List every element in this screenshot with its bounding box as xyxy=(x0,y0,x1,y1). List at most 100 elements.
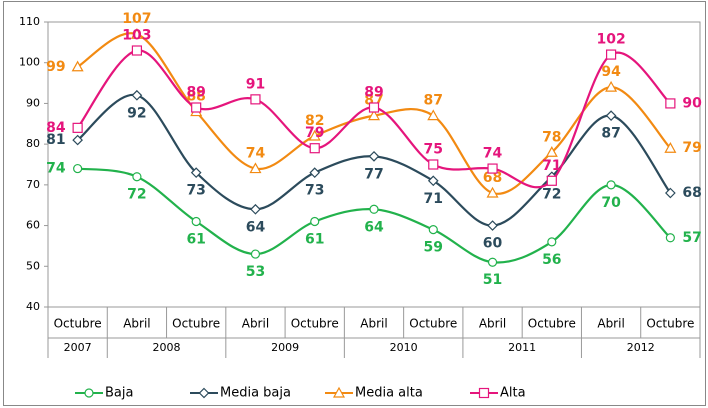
y-tick-label: 50 xyxy=(26,259,40,272)
data-label: 74 xyxy=(246,146,266,162)
data-label: 84 xyxy=(46,120,66,136)
data-label: 71 xyxy=(542,158,561,174)
x-group-label: 2008 xyxy=(153,341,181,354)
marker xyxy=(367,109,381,121)
data-label: 94 xyxy=(601,64,621,80)
marker xyxy=(545,146,558,157)
marker xyxy=(427,175,439,187)
marker xyxy=(190,167,202,178)
marker xyxy=(487,220,498,231)
data-label: 72 xyxy=(542,187,561,203)
data-label: 75 xyxy=(424,142,443,158)
data-label: 57 xyxy=(682,230,701,246)
data-label: 107 xyxy=(122,11,151,27)
marker xyxy=(72,122,83,133)
x-tick-label: Octubre xyxy=(172,317,220,331)
marker xyxy=(368,102,380,113)
data-label: 68 xyxy=(483,170,502,186)
y-tick-label: 110 xyxy=(19,15,40,28)
data-label: 82 xyxy=(305,113,324,129)
data-label: 59 xyxy=(424,240,443,256)
marker xyxy=(478,387,490,399)
x-tick-label: Abril xyxy=(242,317,269,331)
data-label: 79 xyxy=(305,125,324,141)
data-label: 79 xyxy=(682,140,701,156)
data-label: 87 xyxy=(601,126,620,142)
marker xyxy=(310,216,320,227)
x-tick-label: Octubre xyxy=(291,317,339,331)
data-label: 88 xyxy=(186,89,205,105)
marker xyxy=(332,386,346,398)
data-label: 77 xyxy=(364,166,383,182)
data-label: 70 xyxy=(601,195,621,211)
x-tick-label: Octubre xyxy=(409,317,457,331)
marker xyxy=(71,60,84,72)
data-label: 72 xyxy=(127,187,146,203)
data-label: 81 xyxy=(46,132,65,148)
marker xyxy=(487,163,498,174)
x-tick-label: Abril xyxy=(479,317,506,331)
x-group-label: 2012 xyxy=(627,341,655,354)
marker xyxy=(309,143,320,154)
y-tick-label: 40 xyxy=(26,300,40,313)
y-tick-label: 70 xyxy=(26,178,40,191)
chart-border xyxy=(3,1,706,406)
x-group-label: 2007 xyxy=(64,341,92,354)
x-tick-label: Abril xyxy=(123,317,150,331)
data-label: 89 xyxy=(186,85,205,101)
data-label: 73 xyxy=(186,183,205,199)
legend-label: Media baja xyxy=(220,386,291,401)
data-label: 53 xyxy=(246,264,265,280)
data-label: 73 xyxy=(305,183,324,199)
marker xyxy=(198,387,210,399)
x-group-label: 2009 xyxy=(271,341,299,354)
marker xyxy=(487,257,498,267)
marker xyxy=(130,27,143,39)
x-tick-label: Abril xyxy=(597,317,624,331)
data-label: 74 xyxy=(483,146,503,162)
data-label: 60 xyxy=(483,236,503,252)
x-group-label: 2011 xyxy=(508,341,536,354)
marker xyxy=(250,94,261,105)
marker xyxy=(369,204,379,214)
x-tick-label: Octubre xyxy=(528,317,576,331)
marker xyxy=(547,237,557,247)
marker xyxy=(191,216,201,227)
marker xyxy=(250,249,261,259)
marker xyxy=(427,109,440,121)
marker xyxy=(191,102,202,113)
data-label: 92 xyxy=(127,105,146,121)
y-tick-label: 80 xyxy=(26,137,40,150)
legend-label: Alta xyxy=(500,386,526,401)
marker xyxy=(73,163,83,174)
x-tick-label: Octubre xyxy=(646,317,694,331)
marker xyxy=(665,98,676,109)
data-label: 64 xyxy=(246,219,266,235)
data-label: 61 xyxy=(305,232,324,248)
x-tick-label: Octubre xyxy=(54,317,102,331)
data-label: 64 xyxy=(364,219,384,235)
data-label: 87 xyxy=(424,93,443,109)
marker xyxy=(605,49,617,60)
data-label: 68 xyxy=(682,185,701,201)
marker xyxy=(546,175,557,186)
data-label: 78 xyxy=(542,129,561,145)
marker xyxy=(309,167,321,178)
marker xyxy=(664,141,677,153)
data-label: 91 xyxy=(246,76,265,92)
marker xyxy=(605,110,617,121)
marker xyxy=(72,134,83,146)
marker xyxy=(308,129,321,141)
x-group-label: 2010 xyxy=(390,341,418,354)
marker xyxy=(665,187,676,199)
data-label: 56 xyxy=(542,252,561,268)
marker xyxy=(486,186,499,198)
plot-frame xyxy=(47,21,701,308)
marker xyxy=(665,233,675,243)
marker xyxy=(131,45,143,56)
legend-label: Baja xyxy=(105,386,133,401)
data-label: 89 xyxy=(364,85,383,101)
x-tick-label: Abril xyxy=(360,317,387,331)
marker xyxy=(606,180,616,190)
